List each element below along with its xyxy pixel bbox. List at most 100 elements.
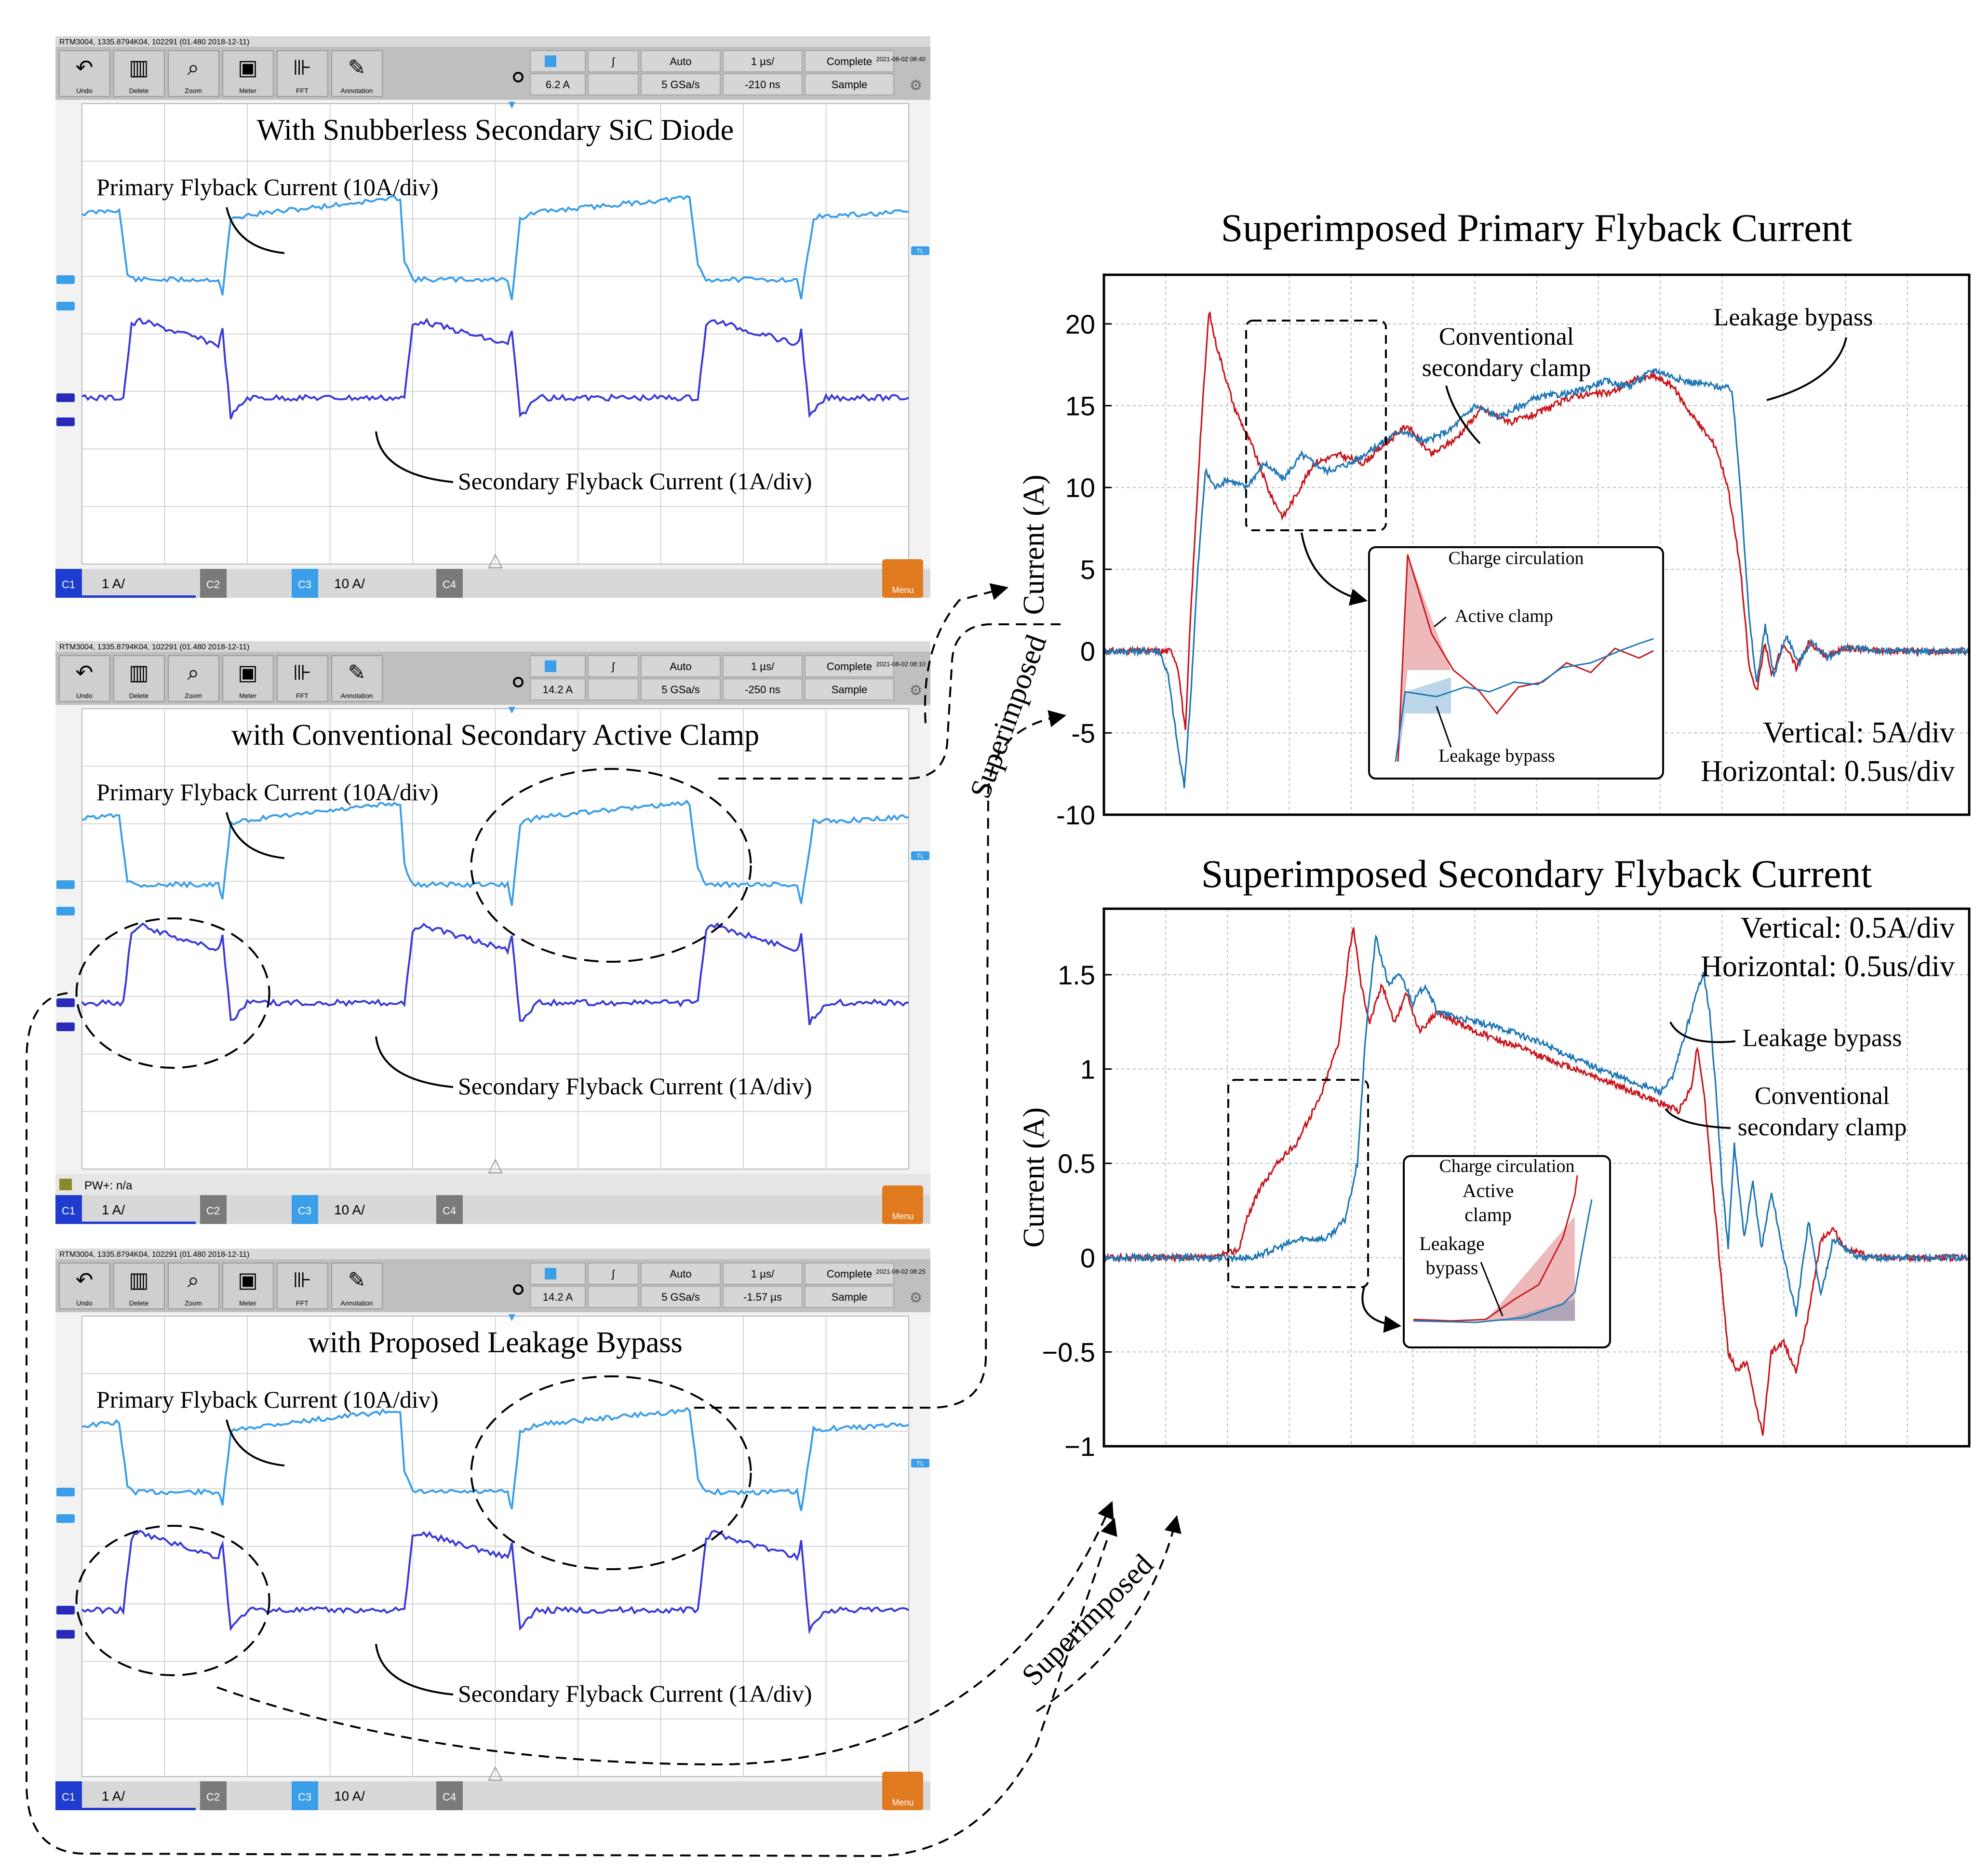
settings-top-text: Auto [670, 1268, 691, 1280]
tl-marker[interactable] [911, 851, 929, 860]
settings-cell[interactable] [723, 50, 803, 72]
settings-cell[interactable] [588, 1286, 639, 1308]
channel-scale: 1 A/ [102, 1789, 125, 1803]
channel-marker[interactable] [56, 1630, 75, 1639]
settings-cell[interactable] [530, 1263, 586, 1285]
settings-cell[interactable] [588, 73, 639, 95]
tl-marker[interactable] [911, 246, 929, 255]
tl-marker[interactable] [911, 1459, 929, 1467]
menu-button[interactable] [882, 1185, 923, 1224]
rotary-knob-icon[interactable] [513, 1284, 524, 1295]
toolbar-button-annotation[interactable] [331, 655, 383, 702]
toolbar-button-meter[interactable] [222, 655, 274, 702]
settings-cell[interactable] [641, 50, 721, 72]
channel-marker[interactable] [56, 1488, 75, 1496]
inset-active-clamp-area [1398, 554, 1451, 762]
toolbar-button-annotation[interactable] [331, 1263, 383, 1309]
rotary-knob-icon[interactable] [513, 72, 524, 82]
channel-button-c3[interactable] [292, 1195, 318, 1224]
toolbar-button-zoom[interactable] [168, 50, 219, 97]
rotary-knob-icon[interactable] [513, 677, 524, 687]
channel-marker[interactable] [56, 907, 75, 915]
toolbar-button-delete[interactable] [113, 50, 165, 97]
fft-icon: ⊪ [293, 661, 311, 685]
chart-ytick-label: -10 [1056, 800, 1095, 830]
settings-cell[interactable] [641, 1286, 721, 1308]
toolbar-button-zoom[interactable] [168, 655, 219, 702]
toolbar-button-meter[interactable] [222, 1263, 274, 1309]
settings-cell[interactable] [530, 1286, 586, 1308]
series-line-leakage-bypass [1103, 934, 1970, 1317]
inset-bypass-area [1398, 677, 1451, 762]
settings-cell[interactable] [588, 1263, 639, 1285]
settings-cell[interactable] [588, 50, 639, 72]
settings-top-text: 1 µs/ [751, 55, 775, 67]
toolbar-label-undo: Undo [76, 1299, 93, 1307]
channel-marker[interactable] [56, 393, 75, 402]
inset-title: Charge circulation [1448, 548, 1584, 568]
channel-marker[interactable] [56, 1022, 75, 1031]
channel-marker[interactable] [56, 880, 75, 889]
toolbar-button-undo[interactable] [59, 50, 110, 97]
settings-cell[interactable] [723, 1286, 803, 1308]
settings-cell[interactable] [641, 1263, 721, 1285]
highlight-ellipse-secondary [75, 917, 270, 1069]
channel-button-c2[interactable] [200, 569, 227, 598]
settings-cell[interactable] [805, 73, 894, 95]
chart-title: Superimposed Primary Flyback Current [1221, 206, 1853, 250]
channel-button-c1[interactable] [55, 1195, 82, 1224]
channel-marker[interactable] [56, 417, 75, 426]
fft-icon: ⊪ [293, 56, 311, 80]
settings-cell[interactable] [588, 678, 639, 700]
channel-button-label: C1 [62, 1791, 75, 1803]
settings-cell[interactable] [723, 678, 803, 700]
settings-cell[interactable] [641, 655, 721, 677]
settings-cell[interactable] [723, 73, 803, 95]
toolbar-button-annotation[interactable] [331, 50, 383, 97]
channel-color-icon [545, 660, 556, 672]
channel-button-c2[interactable] [200, 1781, 227, 1810]
menu-button[interactable] [882, 559, 923, 598]
channel-marker[interactable] [56, 1606, 75, 1614]
channel-marker[interactable] [56, 302, 75, 310]
highlight-ellipse-primary [470, 1375, 752, 1570]
toolbar-button-undo[interactable] [59, 1263, 110, 1309]
menu-button[interactable] [882, 1772, 923, 1810]
toolbar-button-fft[interactable] [277, 655, 328, 702]
toolbar-button-zoom[interactable] [168, 1263, 219, 1309]
settings-cell[interactable] [641, 73, 721, 95]
settings-cell[interactable] [530, 73, 586, 95]
settings-cell[interactable] [805, 678, 894, 700]
channel-button-c1[interactable] [55, 569, 82, 598]
channel-button-c4[interactable] [436, 1781, 463, 1810]
channel-marker[interactable] [56, 998, 75, 1007]
settings-cell[interactable] [805, 1263, 894, 1285]
toolbar-button-fft[interactable] [277, 50, 328, 97]
settings-cell[interactable] [805, 1286, 894, 1308]
chart-frame [1102, 273, 1971, 816]
settings-cell[interactable] [723, 1263, 803, 1285]
channel-button-c3[interactable] [292, 569, 318, 598]
toolbar-label-annotation: Annotation [341, 1299, 373, 1307]
channel-button-c1[interactable] [55, 1781, 82, 1810]
settings-cell[interactable] [805, 655, 894, 677]
toolbar-button-meter[interactable] [222, 50, 274, 97]
settings-cell[interactable] [588, 655, 639, 677]
settings-cell[interactable] [530, 50, 586, 72]
toolbar-button-undo[interactable] [59, 655, 110, 702]
settings-cell[interactable] [641, 678, 721, 700]
settings-cell[interactable] [723, 655, 803, 677]
toolbar-button-delete[interactable] [113, 655, 165, 702]
channel-button-c4[interactable] [436, 1195, 463, 1224]
channel-button-c2[interactable] [200, 1195, 227, 1224]
settings-cell[interactable] [530, 678, 586, 700]
toolbar-button-fft[interactable] [277, 1263, 328, 1309]
channel-button-c4[interactable] [436, 569, 463, 598]
channel-button-c3[interactable] [292, 1781, 318, 1810]
settings-cell[interactable] [530, 655, 586, 677]
secondary-waveform [81, 317, 909, 419]
toolbar-button-delete[interactable] [113, 1263, 165, 1309]
settings-cell[interactable] [805, 50, 894, 72]
channel-marker[interactable] [56, 275, 75, 284]
channel-marker[interactable] [56, 1514, 75, 1523]
